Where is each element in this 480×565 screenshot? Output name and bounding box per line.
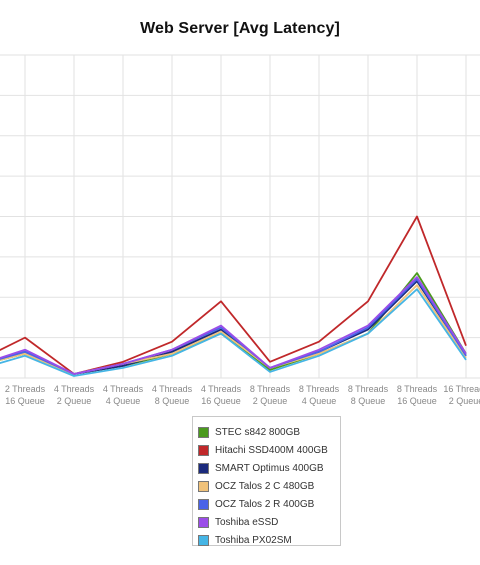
x-tick-label: 8 Threads 16 Queue [397, 384, 438, 406]
legend-label: SMART Optimus 400GB [215, 462, 324, 474]
x-tick-label: 2 Threads 16 Queue [5, 384, 46, 406]
series-line [0, 280, 467, 375]
legend-item: SMART Optimus 400GB [193, 459, 340, 477]
x-tick-label: 4 Threads 16 Queue [201, 384, 242, 406]
chart-title: Web Server [Avg Latency] [140, 20, 340, 37]
legend-item: OCZ Talos 2 R 400GB [193, 495, 340, 513]
series-line [0, 215, 467, 375]
x-tick-label: 4 Threads 4 Queue [103, 384, 144, 406]
x-tick-label: 8 Threads 4 Queue [299, 384, 340, 406]
legend-label: Toshiba eSSD [215, 516, 279, 528]
x-tick-label: 8 Threads 2 Queue [250, 384, 291, 406]
legend-label: Hitachi SSD400M 400GB [215, 444, 328, 456]
series-line [0, 278, 467, 375]
legend-swatch [198, 498, 209, 510]
series-line [0, 272, 467, 375]
legend-swatch [198, 462, 209, 474]
legend-swatch [198, 480, 209, 492]
legend-item: Toshiba eSSD [193, 513, 340, 531]
legend-label: STEC s842 800GB [215, 426, 301, 438]
legend-item: OCZ Talos 2 C 480GB [193, 477, 340, 495]
legend-item: STEC s842 800GB [193, 423, 340, 441]
x-tick-label: 8 Threads 8 Queue [348, 384, 389, 406]
series-line [0, 288, 467, 377]
legend: STEC s842 800GB Hitachi SSD400M 400GB SMAR… [192, 416, 341, 546]
legend-label: Toshiba PX02SM [215, 534, 292, 546]
x-tick-label: 4 Threads 2 Queue [54, 384, 95, 406]
series-line [0, 276, 467, 375]
x-tick-label: 4 Threads 8 Queue [152, 384, 193, 406]
series-lines [0, 215, 467, 377]
legend-label: OCZ Talos 2 C 480GB [215, 480, 315, 492]
legend-item: Toshiba PX02SM [193, 531, 340, 549]
legend-swatch [198, 534, 209, 546]
legend-item: Hitachi SSD400M 400GB [193, 441, 340, 459]
legend-swatch [198, 516, 209, 528]
legend-swatch [198, 426, 209, 438]
grid [0, 54, 480, 379]
legend-swatch [198, 444, 209, 456]
legend-label: OCZ Talos 2 R 400GB [215, 498, 315, 510]
